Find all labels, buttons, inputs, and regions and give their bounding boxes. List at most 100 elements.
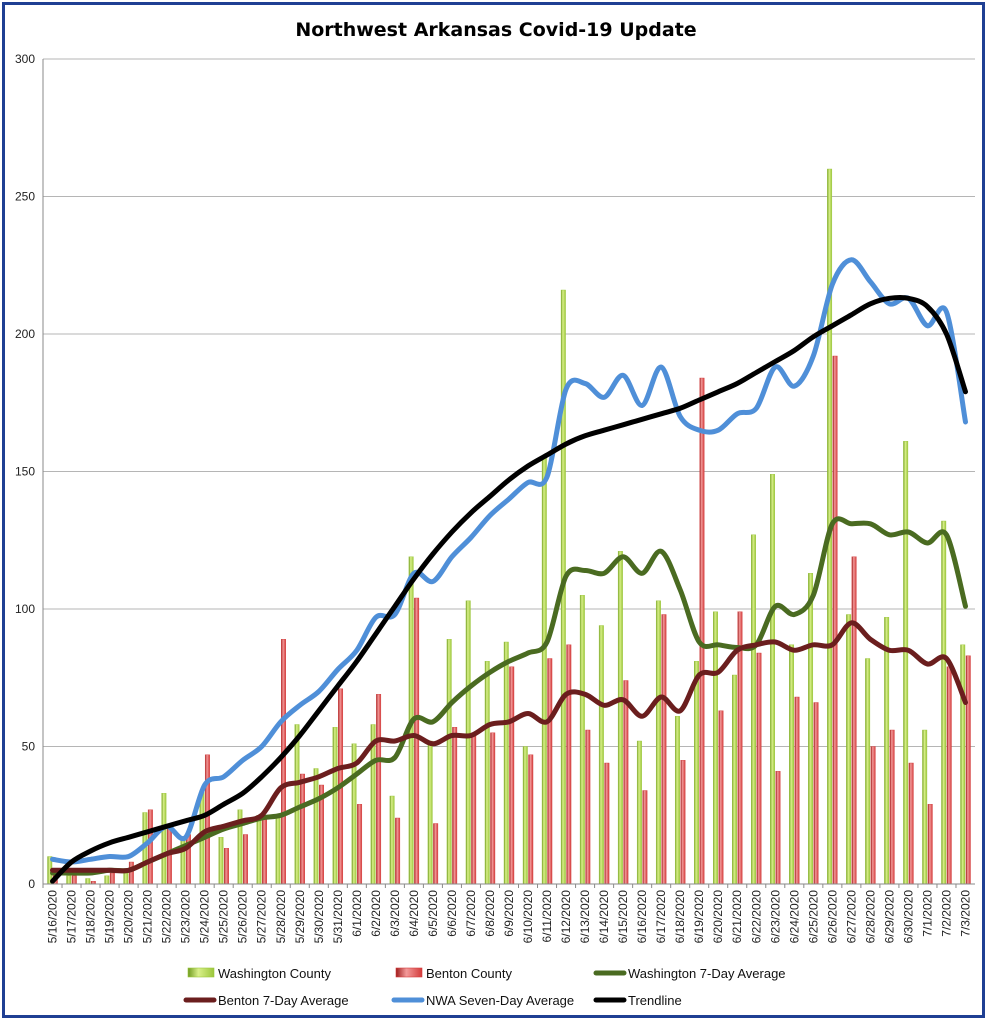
washington-bar	[636, 740, 642, 885]
washington-bar	[294, 724, 300, 885]
benton-bar	[395, 817, 401, 885]
x-tick-label: 6/8/2020	[483, 890, 497, 937]
benton-bar	[889, 729, 895, 885]
benton-bar	[604, 762, 610, 885]
washington-bar	[218, 837, 224, 885]
washington-bar	[655, 600, 661, 885]
x-tick-label: 7/2/2020	[939, 890, 953, 937]
x-tick-label: 6/1/2020	[350, 890, 364, 937]
washington-bar	[674, 716, 680, 885]
benton-bar	[509, 666, 515, 885]
x-tick-label: 6/15/2020	[616, 890, 630, 944]
x-tick-label: 6/2/2020	[369, 890, 383, 937]
washington-bar	[713, 611, 718, 885]
benton-bar	[699, 377, 705, 885]
benton-bar	[756, 652, 762, 885]
legend-label: Benton County	[426, 966, 513, 981]
legend-label: Washington 7-Day Average	[628, 966, 786, 981]
benton-bar	[262, 815, 267, 885]
axes: 0 50 100 150 200 250 300 5/16/2020 5/17/2020 5/18…	[15, 52, 975, 943]
x-tick-label: 6/19/2020	[692, 890, 706, 944]
washington-bar	[598, 625, 604, 885]
x-tick-label: 5/21/2020	[141, 890, 155, 944]
benton-bar	[585, 729, 591, 885]
benton-bar	[528, 754, 534, 885]
benton-bar	[357, 804, 363, 885]
x-tick-label: 7/3/2020	[958, 890, 972, 937]
benton-bar	[794, 696, 800, 885]
washington-bar	[275, 815, 281, 885]
x-tick-label: 6/25/2020	[806, 890, 820, 944]
washington-bar	[522, 746, 528, 885]
legend-item: Trendline	[593, 993, 682, 1008]
x-tick-label: 5/23/2020	[179, 890, 193, 944]
x-tick-label: 6/20/2020	[711, 890, 725, 944]
washington-bar	[865, 658, 871, 885]
x-tick-label: 6/22/2020	[749, 890, 763, 944]
washington-bar	[732, 674, 737, 885]
x-tick-label: 6/7/2020	[464, 890, 478, 937]
x-tick-label: 5/17/2020	[65, 890, 79, 944]
y-tick-label: 0	[28, 877, 35, 891]
x-tick-label: 6/14/2020	[597, 890, 611, 944]
benton-bar	[376, 694, 382, 885]
benton-bar	[566, 644, 572, 885]
x-tick-label: 5/24/2020	[198, 890, 212, 944]
y-tick-label: 250	[15, 190, 35, 204]
washington-bar	[903, 441, 909, 885]
x-tick-label: 6/4/2020	[407, 890, 421, 937]
gridlines	[43, 58, 975, 747]
washington-bar	[789, 644, 795, 885]
legend-label: NWA Seven-Day Average	[426, 993, 574, 1008]
benton-bar	[414, 597, 420, 885]
washington-bar	[884, 617, 890, 885]
washington-bar	[85, 878, 91, 885]
benton-bar	[243, 834, 248, 885]
benton-bar	[737, 611, 743, 885]
washington-bar	[256, 815, 262, 885]
x-tick-label: 6/24/2020	[787, 890, 801, 944]
washington-bar	[751, 534, 756, 885]
washington-bar	[332, 727, 338, 885]
legend-item: NWA Seven-Day Average	[391, 993, 574, 1008]
x-tick-label: 5/27/2020	[255, 890, 269, 944]
washington-bar	[579, 595, 585, 885]
x-tick-label: 6/12/2020	[559, 890, 573, 944]
x-tick-label: 5/20/2020	[122, 890, 136, 944]
washington-bar	[941, 520, 947, 885]
benton-bar	[927, 804, 933, 885]
x-tick-label: 5/28/2020	[274, 890, 288, 944]
x-tick-label: 6/11/2020	[540, 890, 554, 943]
benton-bar	[204, 754, 210, 885]
legend-item: Benton County	[395, 966, 513, 981]
x-tick-label: 6/5/2020	[426, 890, 440, 937]
benton-bar	[490, 732, 496, 885]
legend-item: Benton 7-Day Average	[183, 993, 349, 1008]
legend-item: Washington County	[187, 966, 331, 981]
washington-bar	[427, 740, 433, 885]
benton-bar	[965, 655, 971, 885]
washington-bar	[484, 661, 490, 885]
benton-bar	[452, 727, 458, 885]
washington-bar	[808, 573, 814, 885]
x-tick-label: 6/6/2020	[445, 890, 459, 937]
legend-label: Benton 7-Day Average	[218, 993, 349, 1008]
lines	[50, 257, 968, 884]
legend-swatch	[187, 967, 215, 978]
benton-bar	[642, 790, 648, 885]
trendline	[50, 294, 968, 884]
x-tick-label: 5/26/2020	[236, 890, 250, 944]
x-tick-label: 6/10/2020	[521, 890, 535, 944]
x-tick-label: 6/27/2020	[844, 890, 858, 944]
washington-bar	[104, 875, 110, 885]
benton-bar	[547, 658, 553, 885]
legend-label: Trendline	[628, 993, 682, 1008]
y-tick-label: 200	[15, 327, 35, 341]
benton-bar	[661, 614, 667, 885]
x-tick-label: 6/17/2020	[654, 890, 668, 944]
washington-7day-line	[50, 516, 968, 876]
washington-bar	[922, 729, 928, 885]
chart-title: Northwest Arkansas Covid-19 Update	[295, 19, 696, 41]
x-tick-label: 5/30/2020	[312, 890, 326, 944]
